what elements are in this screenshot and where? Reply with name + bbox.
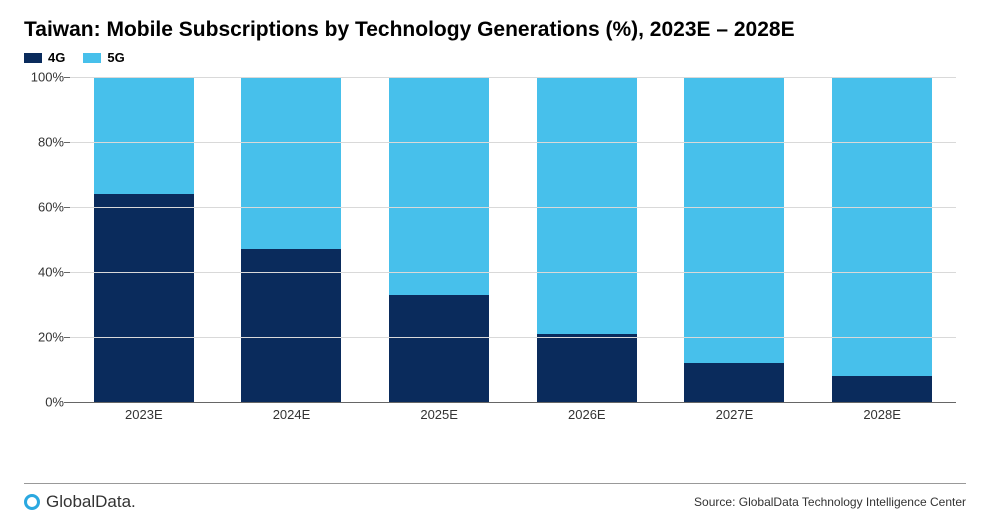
bar-segment-5g — [537, 77, 637, 334]
legend-label-5g: 5G — [107, 50, 124, 65]
chart-area: 0%20%40%60%80%100% 2023E2024E2025E2026E2… — [70, 71, 956, 431]
legend-swatch-4g — [24, 53, 42, 63]
x-axis-label: 2023E — [94, 407, 194, 431]
gridline — [70, 272, 956, 273]
y-tick — [64, 337, 70, 338]
gridline — [70, 207, 956, 208]
y-tick — [64, 207, 70, 208]
y-axis-label: 20% — [24, 330, 64, 345]
gridline — [70, 337, 956, 338]
bar-segment-5g — [684, 77, 784, 363]
brand-logo: GlobalData. — [24, 492, 136, 512]
bar-column — [684, 77, 784, 402]
gridline — [70, 142, 956, 143]
bar-segment-5g — [389, 77, 489, 295]
bar-column — [389, 77, 489, 402]
bar-column — [94, 77, 194, 402]
x-axis-label: 2028E — [832, 407, 932, 431]
y-axis-label: 100% — [24, 70, 64, 85]
bars-container — [70, 77, 956, 402]
bar-segment-4g — [537, 334, 637, 402]
chart-title: Taiwan: Mobile Subscriptions by Technolo… — [24, 18, 966, 42]
bar-segment-5g — [94, 77, 194, 194]
bar-column — [241, 77, 341, 402]
plot-area: 0%20%40%60%80%100% — [70, 77, 956, 403]
bar-segment-5g — [832, 77, 932, 376]
x-axis-label: 2027E — [684, 407, 784, 431]
y-tick — [64, 77, 70, 78]
legend: 4G 5G — [24, 50, 966, 65]
x-axis-label: 2024E — [241, 407, 341, 431]
y-axis-label: 80% — [24, 135, 64, 150]
legend-item-5g: 5G — [83, 50, 124, 65]
x-axis-label: 2026E — [537, 407, 637, 431]
footer-divider — [24, 483, 966, 484]
bar-segment-4g — [832, 376, 932, 402]
legend-label-4g: 4G — [48, 50, 65, 65]
bar-segment-4g — [94, 194, 194, 402]
legend-item-4g: 4G — [24, 50, 65, 65]
bar-column — [832, 77, 932, 402]
source-attribution: Source: GlobalData Technology Intelligen… — [694, 495, 966, 509]
x-axis-labels: 2023E 2024E 2025E 2026E 2027E 2028E — [70, 407, 956, 431]
bar-segment-5g — [241, 77, 341, 249]
y-tick — [64, 272, 70, 273]
gridline — [70, 77, 956, 78]
legend-swatch-5g — [83, 53, 101, 63]
y-tick — [64, 402, 70, 403]
y-axis-label: 40% — [24, 265, 64, 280]
y-tick — [64, 142, 70, 143]
bar-segment-4g — [684, 363, 784, 402]
brand-name: GlobalData. — [46, 492, 136, 512]
x-axis-label: 2025E — [389, 407, 489, 431]
footer: GlobalData. Source: GlobalData Technolog… — [0, 483, 990, 512]
brand-circle-icon — [24, 494, 40, 510]
y-axis-label: 60% — [24, 200, 64, 215]
bar-column — [537, 77, 637, 402]
bar-segment-4g — [389, 295, 489, 402]
y-axis-label: 0% — [24, 395, 64, 410]
